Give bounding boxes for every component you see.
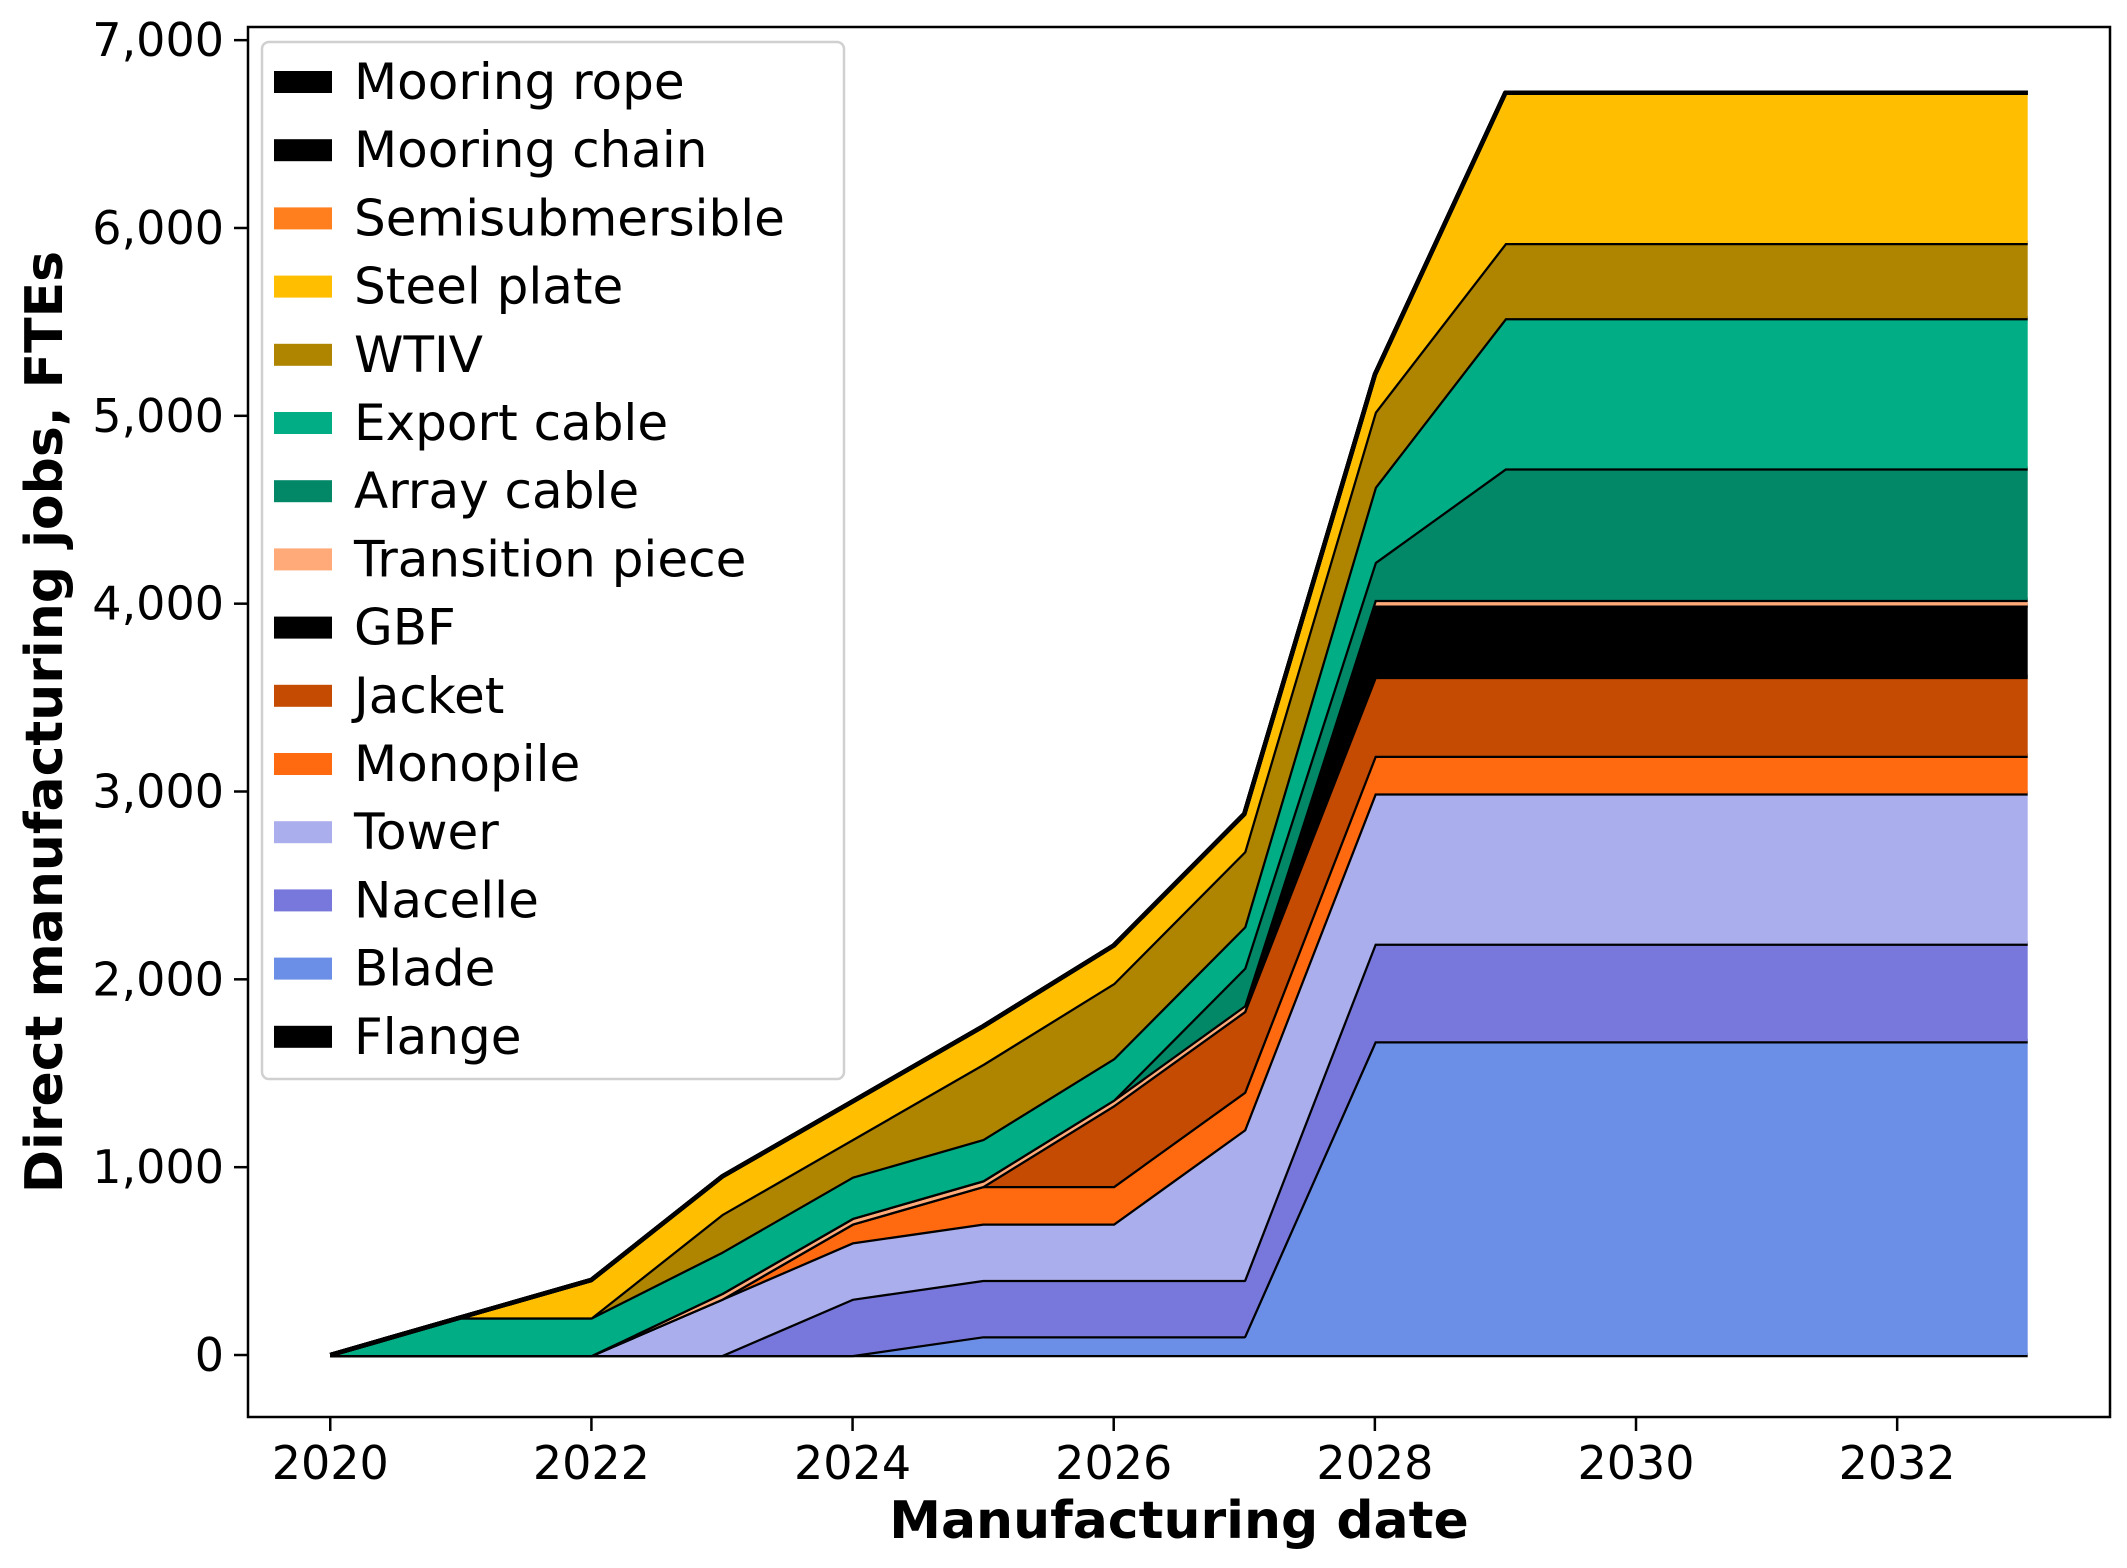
- legend-swatch-tower: [274, 821, 332, 844]
- legend-swatch-semisubmersible: [274, 207, 332, 230]
- area-jacket: [330, 676, 2028, 1355]
- legend-swatch-mooring-chain: [274, 139, 332, 162]
- y-axis: 0 1,000 2,000 3,000 4,000 5,000 6,000 7,000: [92, 13, 248, 1382]
- x-tick-label: 2032: [1839, 1436, 1956, 1490]
- x-axis: 2020 2022 2024 2026 2028 2030 2032: [272, 1417, 1956, 1490]
- legend-label-wtiv: WTIV: [354, 326, 483, 384]
- y-tick-label: 6,000: [92, 201, 224, 255]
- legend-label-export-cable: Export cable: [354, 394, 668, 452]
- x-tick-label: 2030: [1577, 1436, 1694, 1490]
- plot-frame: [246, 25, 2112, 1419]
- legend-swatch-export-cable: [274, 412, 332, 434]
- y-tick-label: 1,000: [92, 1140, 224, 1194]
- y-axis-title: Direct manufacturing jobs, FTEs: [15, 251, 75, 1193]
- x-tick-label: 2022: [533, 1436, 650, 1490]
- legend-label-array-cable: Array cable: [354, 462, 639, 520]
- legend-box: [260, 40, 846, 1081]
- x-tick-label: 2028: [1316, 1436, 1433, 1490]
- legend-label-nacelle: Nacelle: [354, 871, 539, 929]
- line-mooring-rope: [329, 90, 2028, 1358]
- area-tower: [330, 793, 2028, 1355]
- area-nacelle: [330, 943, 2028, 1355]
- legend-label-flange: Flange: [354, 1008, 521, 1066]
- y-tick-label: 5,000: [92, 389, 224, 443]
- y-tick-label: 4,000: [92, 577, 224, 631]
- legend-swatch-array-cable: [274, 480, 332, 503]
- y-tick-label: 3,000: [92, 765, 224, 819]
- y-tick-label: 2,000: [92, 952, 224, 1006]
- y-tick-label: 7,000: [92, 13, 224, 67]
- y-tick-label: 0: [195, 1328, 224, 1382]
- legend-label-steel-plate: Steel plate: [354, 258, 623, 316]
- legend-label-mooring-chain: Mooring chain: [354, 121, 708, 179]
- legend-swatch-monopile: [274, 753, 332, 775]
- area-series-group: [329, 90, 2028, 1358]
- legend-swatch-flange: [274, 1025, 332, 1048]
- legend-label-blade: Blade: [354, 940, 495, 998]
- legend-label-gbf: GBF: [354, 599, 456, 657]
- area-steel-plate: [330, 92, 2028, 1356]
- legend-label-monopile: Monopile: [354, 735, 580, 793]
- legend-swatch-transition-piece: [274, 548, 332, 571]
- legend-swatch-gbf: [274, 616, 332, 639]
- legend-swatch-blade: [274, 957, 332, 980]
- legend-swatch-steel-plate: [274, 275, 332, 298]
- x-tick-label: 2026: [1055, 1436, 1172, 1490]
- legend-label-tower: Tower: [353, 803, 499, 861]
- area-blade: [330, 1041, 2028, 1355]
- x-tick-label: 2020: [272, 1436, 389, 1490]
- x-axis-title: Manufacturing date: [889, 1491, 1469, 1551]
- x-tick-label: 2024: [794, 1436, 911, 1490]
- area-array-cable: [330, 468, 2028, 1355]
- legend-swatch-mooring-rope: [274, 71, 332, 93]
- legend-label-transition-piece: Transition piece: [353, 530, 746, 588]
- legend-swatch-nacelle: [274, 889, 332, 912]
- legend-swatch-jacket: [274, 684, 332, 707]
- legend-label-semisubmersible: Semisubmersible: [354, 189, 785, 247]
- area-export-cable: [330, 318, 2028, 1356]
- legend-swatch-wtiv: [274, 343, 332, 366]
- legend-label-mooring-rope: Mooring rope: [354, 53, 685, 111]
- legend: Mooring rope Mooring chain Semisubmersible…: [260, 40, 846, 1081]
- legend-label-jacket: Jacket: [351, 667, 504, 725]
